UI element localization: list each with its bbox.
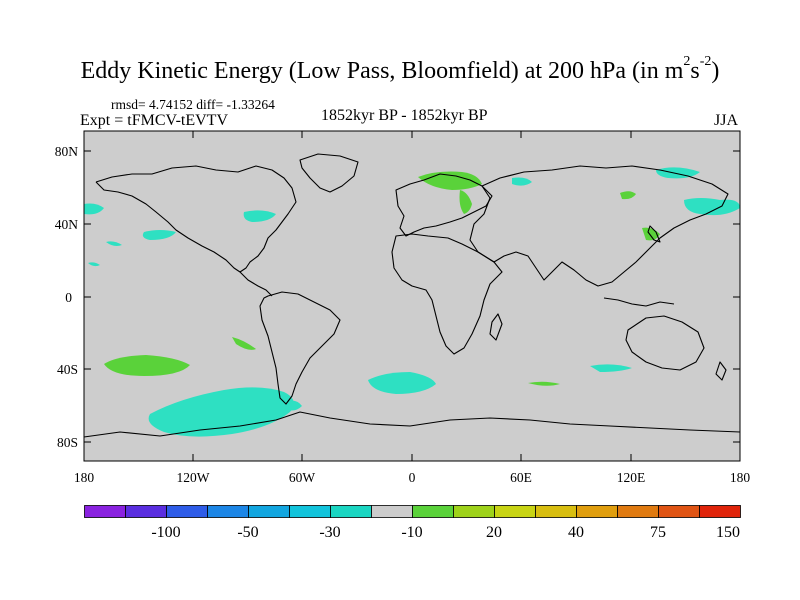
- colorbar-label: -30: [319, 524, 340, 541]
- colorbar-swatch: [371, 505, 413, 518]
- lon-label-60e: 60E: [510, 470, 532, 485]
- anomaly-southern-ocean-pacific: [148, 387, 294, 437]
- lon-label-60w: 60W: [289, 470, 316, 485]
- colorbar-swatch: [207, 505, 249, 518]
- colorbar-boxes: [84, 505, 741, 518]
- coast-europe: [395, 173, 493, 237]
- anomaly-se-pacific: [232, 337, 256, 350]
- colorbar-swatch: [535, 505, 577, 518]
- colorbar-swatch: [84, 505, 126, 518]
- colorbar-swatch: [330, 505, 372, 518]
- lat-label-80S: 80S: [57, 435, 78, 450]
- coast-central-america: [239, 271, 273, 297]
- colorbar-label: -50: [237, 524, 258, 541]
- anomaly-positive-regions: [104, 171, 660, 386]
- coast-australia: [625, 315, 705, 371]
- colorbar-label: -10: [401, 524, 422, 541]
- anomaly-central-asia: [620, 191, 636, 200]
- colorbar-label: -100: [151, 524, 180, 541]
- anomaly-south-pacific: [104, 355, 190, 376]
- colorbar-swatch: [576, 505, 618, 518]
- colorbar-swatch: [248, 505, 290, 518]
- time-period-label: 1852kyr BP - 1852kyr BP: [321, 107, 488, 124]
- anomaly-north-pacific-west: [84, 203, 104, 215]
- lon-label-120e: 120E: [617, 470, 646, 485]
- anomaly-negative-regions: [84, 167, 740, 437]
- colorbar-swatch: [412, 505, 454, 518]
- coast-greenland: [299, 153, 359, 193]
- coast-asia: [469, 165, 729, 287]
- anomaly-great-lakes: [243, 210, 276, 222]
- plot-title: Eddy Kinetic Energy (Low Pass, Bloomfiel…: [80, 54, 720, 84]
- anomaly-north-pacific-asia: [684, 198, 740, 216]
- lat-label-40N: 40N: [55, 217, 79, 232]
- lat-label-80N: 80N: [55, 144, 79, 159]
- colorbar-swatch: [658, 505, 700, 518]
- coast-north-america: [95, 165, 297, 273]
- colorbar-labels: -100 -50 -30 -10 20 40 75 150: [151, 524, 740, 541]
- season-label: JJA: [714, 112, 739, 129]
- anomaly-south-atlantic: [368, 372, 436, 394]
- lat-label-40S: 40S: [57, 362, 78, 377]
- colorbar: -100 -50 -30 -10 20 40 75 150: [84, 505, 741, 541]
- colorbar-swatch: [166, 505, 208, 518]
- lat-tick-labels: 80N 40N 0 40S 80S: [55, 144, 79, 450]
- lon-axis: [83, 131, 741, 461]
- anomaly-siberia: [656, 167, 700, 179]
- lon-label-120w: 120W: [177, 470, 210, 485]
- colorbar-label: 75: [650, 524, 666, 541]
- colorbar-swatch: [494, 505, 536, 518]
- anomaly-north-atlantic-w: [142, 230, 176, 240]
- colorbar-label: 40: [568, 524, 584, 541]
- coast-japan: [647, 225, 661, 243]
- rmsd-diff-stats: rmsd= 4.74152 diff= -1.33264: [111, 97, 275, 112]
- experiment-label: Expt = tFMCV-tEVTV: [80, 112, 228, 129]
- lon-label-0: 0: [409, 470, 416, 485]
- anomaly-south-indian-e: [590, 364, 632, 372]
- colorbar-label: 150: [716, 524, 740, 541]
- anomaly-eastern-europe: [459, 190, 472, 214]
- coast-antarctica: [83, 411, 741, 438]
- colorbar-label: 20: [486, 524, 502, 541]
- coast-madagascar: [489, 313, 503, 341]
- colorbar-swatch: [289, 505, 331, 518]
- coast-new-zealand: [715, 361, 727, 381]
- anomaly-north-pacific-east: [106, 241, 122, 246]
- colorbar-swatch: [453, 505, 495, 518]
- anomaly-south-america-tip: [286, 400, 302, 411]
- lon-tick-labels: 180 120W 60W 0 60E 120E 180: [74, 470, 751, 485]
- anomaly-north-pacific-mid: [88, 262, 100, 267]
- coast-south-america: [259, 291, 341, 405]
- anomaly-arctic-atlantic: [512, 177, 532, 186]
- coastlines: [83, 153, 741, 438]
- lat-label-0: 0: [65, 290, 72, 305]
- lon-label-180w: 180: [74, 470, 95, 485]
- lon-label-180e: 180: [730, 470, 751, 485]
- coast-indonesia: [603, 297, 675, 307]
- colorbar-swatch: [617, 505, 659, 518]
- colorbar-swatch: [699, 505, 741, 518]
- lat-axis: [84, 150, 740, 443]
- anomaly-south-indian: [528, 381, 560, 386]
- colorbar-swatch: [125, 505, 167, 518]
- coast-africa: [391, 233, 503, 355]
